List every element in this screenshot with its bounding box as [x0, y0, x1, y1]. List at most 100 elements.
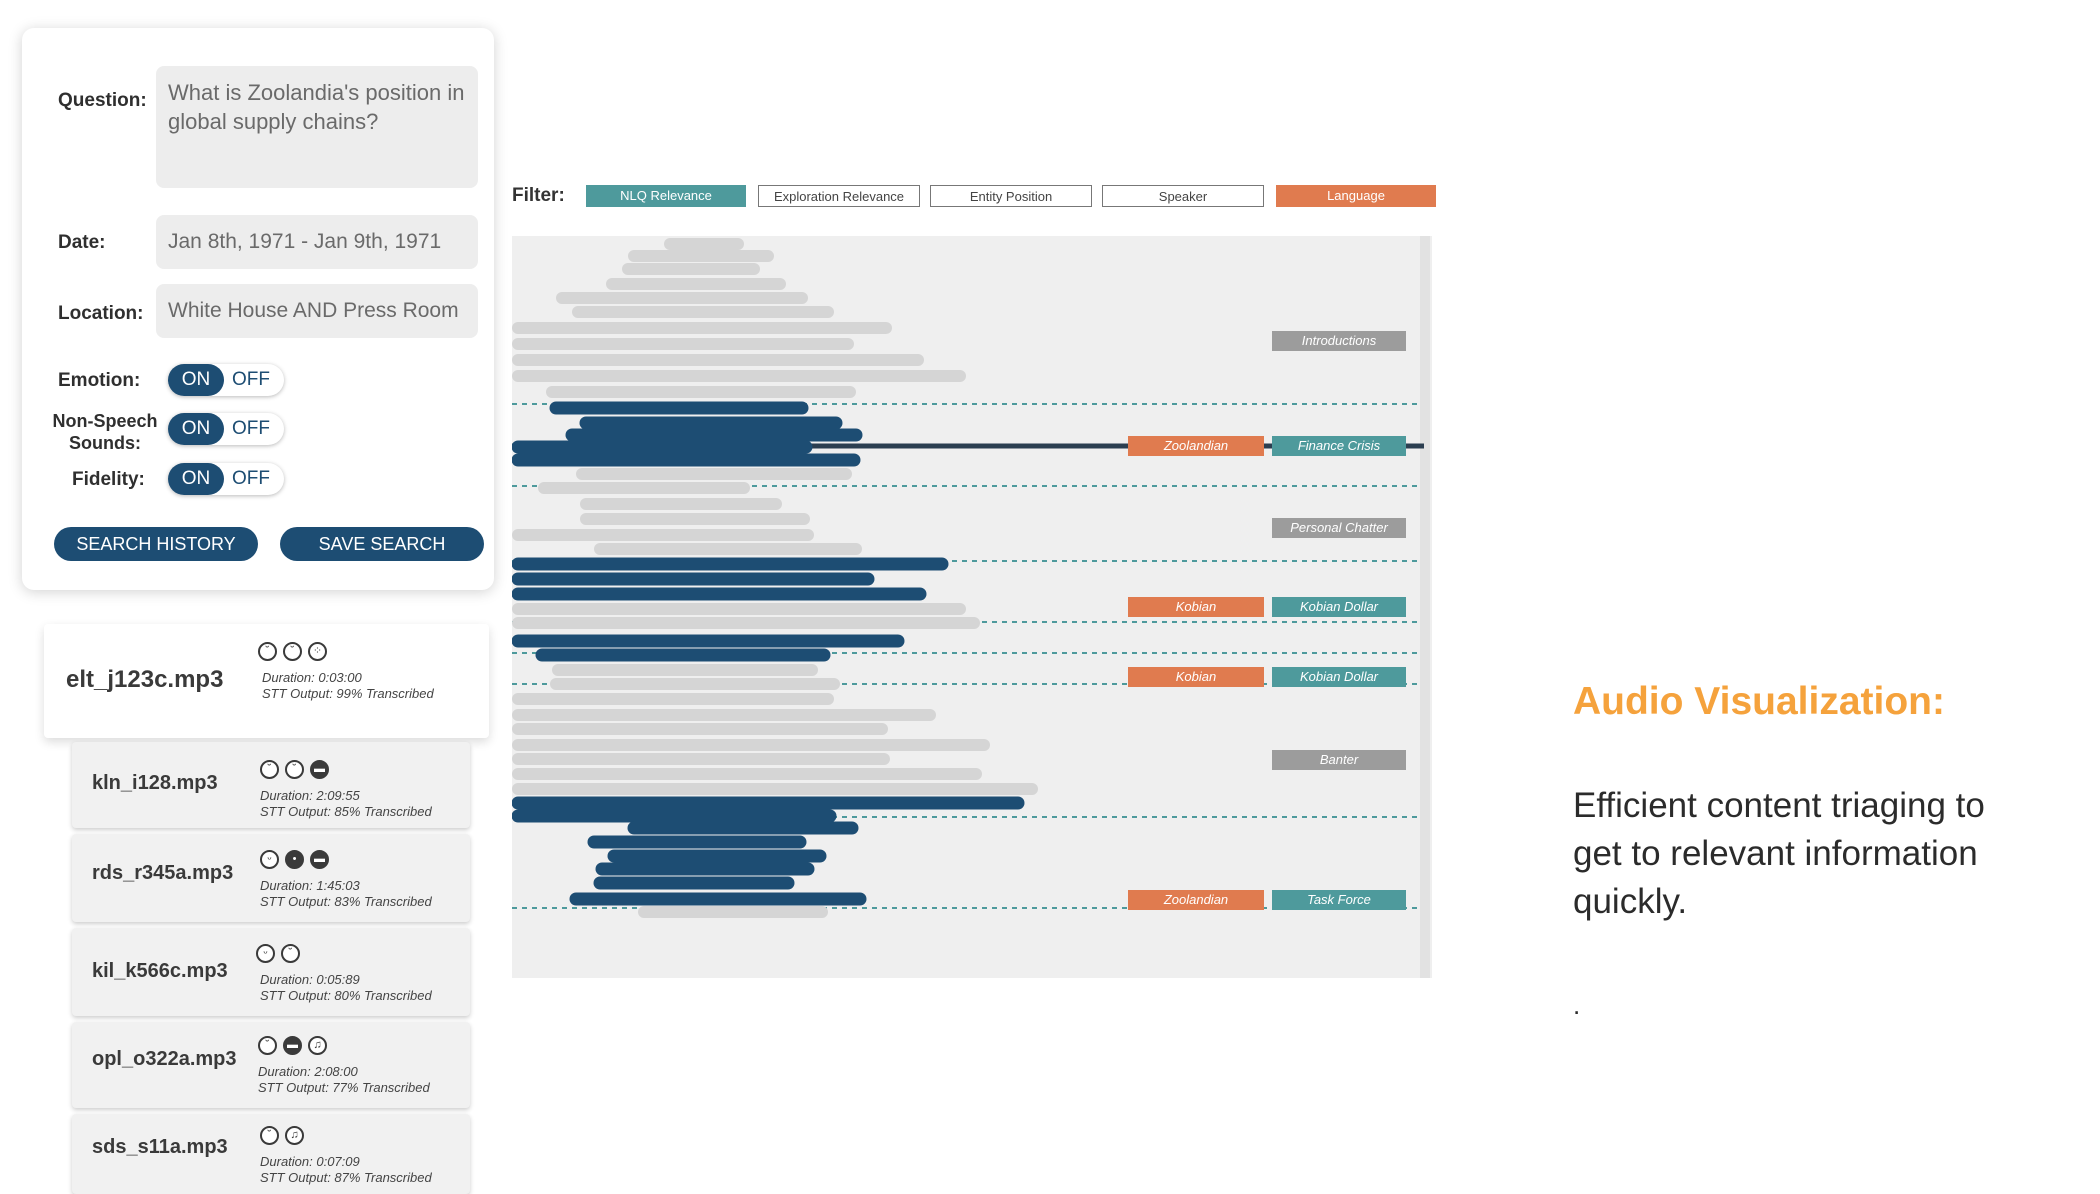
topic-tag-label: Kobian Dollar [1300, 669, 1379, 684]
file-duration: Duration: 2:09:55 [260, 788, 360, 803]
topic-tag-label: Kobian [1176, 669, 1216, 684]
fidelity-toggle-off: OFF [232, 468, 270, 489]
topic-tag-label: Finance Crisis [1298, 438, 1381, 453]
non-speech-label: Non-Speech Sounds: [52, 411, 158, 453]
fidelity-toggle-on: ON [168, 463, 224, 495]
topic-tag-bg [1128, 890, 1264, 910]
file-item[interactable]: rds_r345a.mp3 ᵕ • ▬ Duration: 1:45:03 ST… [72, 834, 470, 922]
topic-tag-bg [1272, 750, 1406, 770]
happy-face-icon: ᵕ [260, 850, 279, 869]
emotion-toggle-off: OFF [232, 369, 270, 390]
question-label: Question: [58, 90, 147, 111]
topic-tag[interactable]: Zoolandian [1128, 436, 1264, 456]
topic-tag-label: Banter [1320, 752, 1359, 767]
file-duration: Duration: 0:05:89 [260, 972, 360, 987]
emotion-label: Emotion: [58, 370, 141, 391]
file-name: kln_i128.mp3 [92, 772, 218, 794]
file-stt: STT Output: 80% Transcribed [260, 988, 432, 1003]
neutral-face-icon: ˘ [260, 760, 279, 779]
location-label: Location: [58, 303, 144, 324]
worried-face-icon: ˘ [283, 642, 302, 661]
emotion-toggle-on: ON [168, 364, 224, 396]
filter-label: Filter: [512, 185, 565, 206]
file-duration: Duration: 0:03:00 [262, 670, 362, 685]
topic-tag-label: Zoolandian [1163, 438, 1228, 453]
date-field[interactable]: Jan 8th, 1971 - Jan 9th, 1971 [156, 215, 478, 269]
filter-exploration-relevance[interactable]: Exploration Relevance [758, 185, 920, 207]
viz-scroll-edge [1420, 236, 1430, 978]
file-stt: STT Output: 99% Transcribed [262, 686, 434, 701]
topic-tag-bg [1272, 597, 1406, 617]
file-duration: Duration: 1:45:03 [260, 878, 360, 893]
music-icon: ♫ [308, 1036, 327, 1055]
non-speech-toggle-off: OFF [232, 418, 270, 439]
location-field[interactable]: White House AND Press Room [156, 284, 478, 338]
audio-visualization-description: Efficient content triaging to get to rel… [1573, 786, 1985, 921]
save-search-button[interactable]: SAVE SEARCH [280, 527, 484, 561]
topic-tag-bg [1128, 597, 1264, 617]
topic-tag[interactable]: Zoolandian [1128, 890, 1264, 910]
file-duration: Duration: 2:08:00 [258, 1064, 358, 1079]
file-name: sds_s11a.mp3 [92, 1136, 228, 1158]
non-speech-toggle-on: ON [168, 413, 224, 445]
topic-tag-label: Kobian Dollar [1300, 599, 1379, 614]
topic-tag-bg [1272, 436, 1406, 456]
filter-speaker[interactable]: Speaker [1102, 185, 1264, 207]
non-speech-toggle[interactable]: ON OFF [168, 413, 284, 445]
emotion-toggle[interactable]: ON OFF [168, 364, 284, 396]
topic-tag-label: Task Force [1307, 892, 1371, 907]
filter-entity-position[interactable]: Entity Position [930, 185, 1092, 207]
topic-tag[interactable]: Kobian Dollar [1272, 597, 1406, 617]
topic-tag-bg [1272, 331, 1406, 351]
neutral-face-icon: ˘ [281, 944, 300, 963]
neutral-face-icon: ˘ [258, 1036, 277, 1055]
topic-tag[interactable]: Finance Crisis [1272, 436, 1406, 456]
audio-visualization-heading: Audio Visualization: [1573, 680, 1945, 723]
topic-tag[interactable]: Task Force [1272, 890, 1406, 910]
fidelity-label: Fidelity: [72, 469, 145, 490]
topic-tag-label: Personal Chatter [1290, 520, 1388, 535]
file-item[interactable]: kil_k566c.mp3 ᵕ ˘ Duration: 0:05:89 STT … [72, 928, 470, 1016]
file-stt: STT Output: 85% Transcribed [260, 804, 432, 819]
filter-nlq-relevance[interactable]: NLQ Relevance [586, 185, 746, 207]
crowd-icon: ⁘ [308, 642, 327, 661]
topic-tag[interactable]: Kobian Dollar [1272, 667, 1406, 687]
date-label: Date: [58, 232, 106, 253]
topic-tag-bg [1272, 667, 1406, 687]
file-stt: STT Output: 83% Transcribed [260, 894, 432, 909]
file-stt: STT Output: 87% Transcribed [260, 1170, 432, 1185]
topic-tag-bg [1272, 890, 1406, 910]
audio-visualization: Introductions Zoolandian Finance Crisis Per… [512, 236, 1432, 978]
happy-face-icon: ᵕ [256, 944, 275, 963]
topic-tag-bg [1128, 667, 1264, 687]
file-item[interactable]: sds_s11a.mp3 ˘ ♫ Duration: 0:07:09 STT O… [72, 1114, 470, 1194]
file-item[interactable]: kln_i128.mp3 ˘ ˘ ▬ Duration: 2:09:55 STT… [72, 742, 470, 828]
file-name: rds_r345a.mp3 [92, 862, 234, 884]
car-icon: ▬ [310, 760, 329, 779]
file-item[interactable]: elt_j123c.mp3 ˘ ˘ ⁘ Duration: 0:03:00 ST… [44, 624, 489, 738]
file-name: opl_o322a.mp3 [92, 1048, 237, 1070]
paw-icon: • [285, 850, 304, 869]
topic-tag-label: Kobian [1176, 599, 1216, 614]
file-duration: Duration: 0:07:09 [260, 1154, 360, 1169]
neutral-face-icon: ˘ [258, 642, 277, 661]
music-icon: ♫ [285, 1126, 304, 1145]
fidelity-toggle[interactable]: ON OFF [168, 463, 284, 495]
worried-face-icon: ˘ [285, 760, 304, 779]
car-icon: ▬ [283, 1036, 302, 1055]
topic-tag[interactable]: Personal Chatter [1272, 518, 1406, 538]
topic-tag[interactable]: Banter [1272, 750, 1406, 770]
file-item[interactable]: opl_o322a.mp3 ˘ ▬ ♫ Duration: 2:08:00 ST… [72, 1022, 470, 1108]
search-history-button[interactable]: SEARCH HISTORY [54, 527, 258, 561]
topic-tag[interactable]: Introductions [1272, 331, 1406, 351]
filter-language[interactable]: Language [1276, 185, 1436, 207]
topic-tag-label: Introductions [1302, 333, 1377, 348]
topic-tag[interactable]: Kobian [1128, 667, 1264, 687]
question-field[interactable]: What is Zoolandia's position in global s… [156, 66, 478, 188]
file-stt: STT Output: 77% Transcribed [258, 1080, 430, 1095]
topic-tag[interactable]: Kobian [1128, 597, 1264, 617]
car-icon: ▬ [310, 850, 329, 869]
file-name: kil_k566c.mp3 [92, 960, 228, 982]
topic-tag-label: Zoolandian [1163, 892, 1228, 907]
trailing-dot: . [1573, 990, 1581, 1020]
